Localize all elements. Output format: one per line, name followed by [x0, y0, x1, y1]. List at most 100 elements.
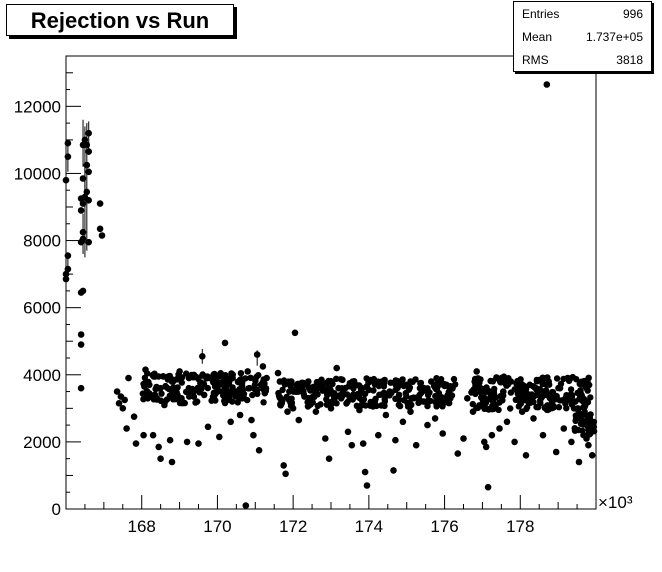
data-point [431, 415, 439, 422]
chart-title: Rejection vs Run [30, 8, 210, 33]
data-point [98, 232, 106, 239]
data-point [487, 391, 494, 398]
data-point [507, 405, 514, 412]
axes-layer: 168 170 172 174 176 178 ×10³ 0 2000 4000 6000 8000 1… [14, 55, 633, 536]
data-point [119, 405, 127, 412]
data-point [168, 458, 176, 466]
mean-value: 1.737e+05 [585, 30, 643, 44]
data-point [396, 402, 404, 410]
y-tick-label: 12000 [14, 97, 61, 116]
data-point [556, 384, 564, 392]
data-point [534, 391, 541, 399]
data-point [142, 366, 149, 374]
data-point [244, 368, 251, 375]
data-point [404, 403, 412, 410]
data-point [427, 397, 434, 405]
data-point [293, 381, 301, 389]
data-point [482, 443, 490, 451]
data-point [375, 431, 382, 439]
data-point [403, 393, 410, 400]
data-point [472, 390, 479, 398]
data-point [79, 175, 87, 182]
data-point [551, 395, 559, 403]
data-point [325, 455, 333, 463]
data-point [492, 401, 500, 409]
data-point [158, 390, 165, 397]
data-point [395, 396, 403, 403]
x-tick-label: 170 [203, 517, 231, 536]
data-point [248, 416, 255, 424]
data-point [439, 430, 447, 437]
data-point [526, 381, 534, 389]
data-point [219, 378, 227, 385]
data-point [309, 384, 316, 391]
data-point [284, 408, 291, 416]
data-point [323, 391, 331, 399]
y-tick-label: 10000 [14, 164, 61, 183]
error-bars-layer [67, 119, 258, 366]
data-point [568, 392, 576, 399]
data-point [77, 331, 85, 338]
data-point [530, 415, 537, 422]
rms-value: 3818 [616, 53, 643, 67]
data-point [580, 421, 587, 428]
data-point [140, 431, 147, 439]
data-point [482, 399, 490, 407]
data-point [342, 384, 349, 392]
data-point [238, 382, 246, 389]
data-point [85, 238, 92, 246]
data-point [371, 398, 378, 405]
data-point [356, 394, 363, 402]
data-point [231, 388, 238, 395]
data-point [415, 399, 422, 407]
data-point [553, 375, 561, 382]
data-point [185, 374, 193, 382]
data-point [575, 458, 583, 466]
data-point [312, 408, 320, 416]
data-point [81, 136, 89, 144]
data-point [543, 81, 551, 88]
data-point [250, 431, 257, 439]
data-point [159, 373, 167, 380]
data-point [572, 415, 580, 422]
data-point [474, 375, 482, 382]
data-point [227, 418, 234, 426]
data-point [197, 379, 204, 387]
data-point [187, 386, 195, 394]
data-point [581, 378, 588, 385]
data-point [571, 425, 578, 432]
data-point [286, 388, 293, 395]
data-point [387, 379, 394, 386]
data-point [242, 502, 250, 509]
data-point [178, 374, 186, 381]
data-point [234, 399, 241, 406]
data-point [173, 392, 180, 399]
data-point [281, 381, 288, 388]
data-point [216, 433, 223, 441]
x-tick-label: 176 [430, 517, 458, 536]
data-point [518, 408, 526, 416]
data-point [263, 374, 270, 382]
data-point [222, 372, 229, 379]
data-point [359, 440, 367, 447]
data-point [183, 438, 191, 446]
data-point [322, 435, 329, 442]
data-point [229, 374, 236, 382]
data-point [280, 462, 288, 469]
data-point [577, 415, 585, 422]
data-point [392, 436, 399, 444]
data-point [305, 378, 312, 385]
data-point [424, 385, 431, 392]
data-point [115, 400, 123, 407]
data-point [380, 379, 388, 387]
data-point [223, 395, 231, 402]
x-tick-label: 172 [279, 517, 307, 536]
data-point [166, 436, 174, 444]
data-point [514, 377, 521, 385]
data-point [571, 398, 579, 405]
entries-value: 996 [622, 7, 643, 21]
data-point [149, 431, 157, 439]
data-point [581, 408, 588, 416]
data-point [392, 386, 399, 393]
